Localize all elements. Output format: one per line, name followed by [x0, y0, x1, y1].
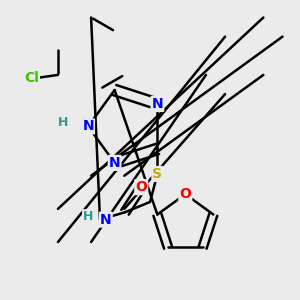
Text: N: N: [152, 97, 163, 111]
Text: Cl: Cl: [24, 71, 39, 85]
Text: O: O: [179, 187, 191, 201]
Text: N: N: [100, 213, 112, 226]
Text: H: H: [58, 116, 68, 128]
Text: O: O: [135, 180, 147, 194]
Text: N: N: [82, 119, 94, 134]
Text: S: S: [152, 167, 162, 181]
Text: H: H: [83, 210, 93, 223]
Text: N: N: [109, 156, 120, 170]
